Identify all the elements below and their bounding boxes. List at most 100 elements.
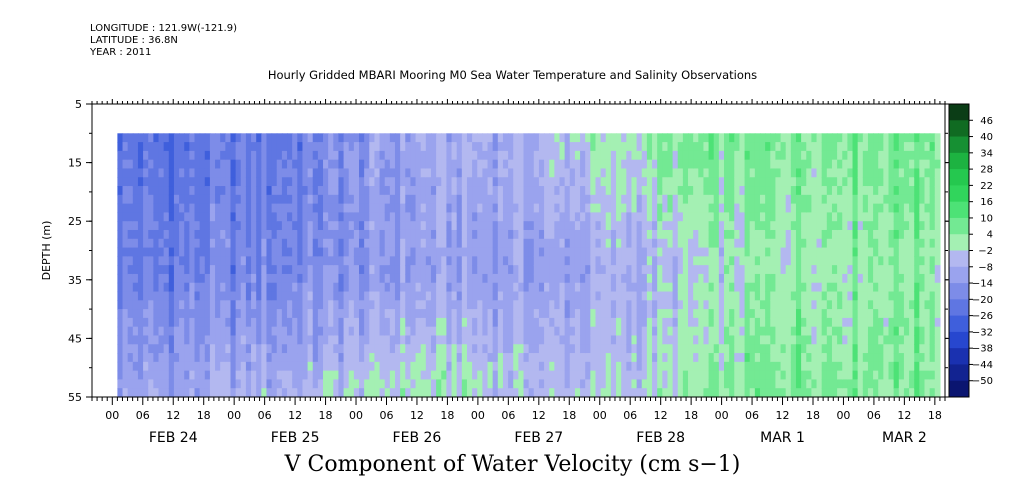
heatmap-cell [934, 229, 941, 240]
heatmap-cell [230, 133, 237, 143]
heatmap-cell [194, 229, 201, 240]
heatmap-cell [816, 300, 823, 310]
heatmap-cell [523, 282, 530, 293]
heatmap-cell [204, 273, 211, 284]
heatmap-cell [230, 265, 237, 275]
heatmap-cell [405, 326, 412, 337]
heatmap-cell [600, 361, 607, 372]
heatmap-cell [235, 282, 242, 293]
heatmap-cell [328, 326, 334, 337]
heatmap-cell [143, 370, 149, 381]
heatmap-cell [127, 291, 134, 301]
heatmap-cell [194, 317, 201, 328]
heatmap-cell [703, 203, 710, 214]
heatmap-cell [605, 300, 612, 310]
heatmap-cell [677, 238, 684, 249]
heatmap-cell [790, 177, 797, 187]
heatmap-cell [338, 379, 345, 389]
heatmap-cell [605, 186, 612, 196]
heatmap-cell [307, 388, 314, 398]
heatmap-cell [456, 256, 463, 266]
heatmap-cell [867, 159, 874, 170]
heatmap-cell [693, 247, 699, 257]
heatmap-cell [682, 229, 689, 240]
heatmap-cell [353, 203, 360, 214]
heatmap-cell [256, 335, 262, 345]
heatmap-cell [847, 344, 854, 354]
heatmap-cell [230, 177, 237, 187]
heatmap-cell [641, 344, 648, 354]
heatmap-cell [780, 335, 787, 345]
heatmap-cell [903, 309, 910, 319]
heatmap-cell [564, 335, 571, 345]
heatmap-cell [317, 194, 324, 205]
heatmap-cell [616, 256, 622, 266]
heatmap-cell [184, 186, 190, 196]
heatmap-cell [888, 335, 895, 345]
heatmap-cell [328, 194, 334, 205]
heatmap-cell [497, 194, 504, 205]
heatmap-cell [163, 256, 170, 266]
heatmap-cell [456, 133, 463, 143]
heatmap-cell [652, 379, 658, 389]
heatmap-cell [621, 247, 627, 257]
heatmap-cell [605, 344, 612, 354]
heatmap-cell [873, 335, 879, 345]
heatmap-cell [482, 159, 489, 170]
heatmap-cell [230, 370, 237, 381]
heatmap-cell [374, 344, 381, 354]
heatmap-cell [415, 309, 422, 319]
heatmap-cell [302, 256, 309, 266]
heatmap-cell [338, 291, 345, 301]
heatmap-cell [364, 291, 370, 301]
heatmap-cell [616, 133, 622, 143]
heatmap-cell [934, 238, 941, 249]
heatmap-cell [867, 177, 874, 187]
heatmap-cell [415, 344, 422, 354]
heatmap-cell [652, 168, 658, 178]
heatmap-cell [364, 353, 370, 363]
heatmap-cell [667, 194, 674, 205]
heatmap-cell [533, 317, 540, 328]
heatmap-cell [811, 361, 818, 372]
heatmap-cell [749, 229, 756, 240]
heatmap-cell [508, 353, 514, 363]
heatmap-cell [847, 291, 854, 301]
heatmap-cell [929, 212, 936, 222]
heatmap-cell [600, 186, 607, 196]
heatmap-cell [287, 344, 293, 354]
heatmap-cell [132, 133, 139, 143]
heatmap-cell [724, 186, 730, 196]
heatmap-cell [384, 265, 391, 275]
heatmap-cell [276, 388, 283, 398]
heatmap-cell [317, 256, 324, 266]
heatmap-cell [708, 309, 715, 319]
heatmap-cell [662, 317, 669, 328]
heatmap-cell [785, 344, 792, 354]
heatmap-cell [934, 150, 941, 161]
heatmap-cell [415, 353, 422, 363]
heatmap-cell [343, 256, 350, 266]
heatmap-cell [590, 229, 597, 240]
heatmap-cell [893, 361, 900, 372]
heatmap-cell [909, 379, 915, 389]
heatmap-cell [184, 194, 190, 205]
heatmap-cell [384, 247, 391, 257]
heatmap-cell [143, 229, 149, 240]
heatmap-cell [909, 317, 915, 328]
metadata-block: LONGITUDE : 121.9W(-121.9) LATITUDE : 36… [90, 23, 237, 59]
heatmap-cell [857, 273, 864, 284]
heatmap-cell [698, 194, 705, 205]
heatmap-cell [641, 273, 648, 284]
heatmap-cell [348, 388, 355, 398]
heatmap-cell [559, 133, 566, 143]
y-axis-label: DEPTH (m) [40, 221, 53, 281]
heatmap-cell [621, 344, 627, 354]
heatmap-cell [374, 309, 381, 319]
heatmap-cell [461, 361, 468, 372]
heatmap-cell [688, 326, 694, 337]
heatmap-cell [189, 229, 196, 240]
heatmap-cell [189, 177, 196, 187]
heatmap-cell [580, 388, 586, 398]
heatmap-cell [842, 238, 848, 249]
